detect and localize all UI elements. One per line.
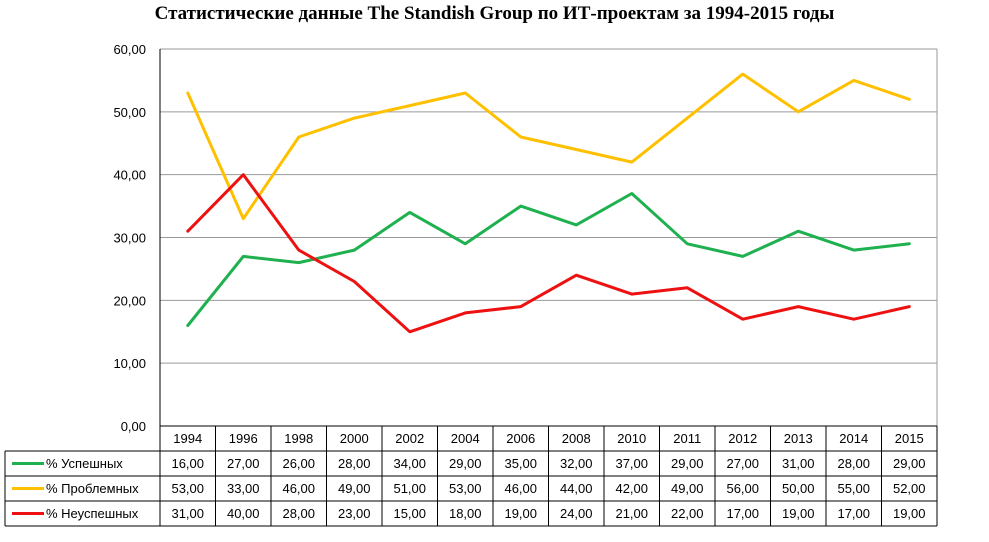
x-tick-label: 2015 <box>895 431 924 446</box>
data-table-cell: 17,00 <box>837 506 870 521</box>
data-table-cell: 23,00 <box>338 506 371 521</box>
data-table-cell: 44,00 <box>560 481 593 496</box>
x-tick-label: 2011 <box>673 431 701 446</box>
data-table-cell: 18,00 <box>449 506 482 521</box>
x-tick-label: 1998 <box>284 431 313 446</box>
data-table-cell: 53,00 <box>171 481 204 496</box>
data-table-cell: 46,00 <box>282 481 315 496</box>
y-tick-label: 0,00 <box>121 419 146 434</box>
data-table-cell: 34,00 <box>393 456 426 471</box>
x-tick-label: 2012 <box>728 431 757 446</box>
x-tick-label: 2002 <box>395 431 424 446</box>
y-tick-label: 50,00 <box>113 105 146 120</box>
chart-title: Статистические данные The Standish Group… <box>154 3 835 24</box>
data-table-cell: 51,00 <box>393 481 426 496</box>
data-table-cell: 42,00 <box>615 481 648 496</box>
legend-label: % Успешных <box>46 456 123 471</box>
legend-label: % Проблемных <box>46 481 139 496</box>
data-table-cell: 15,00 <box>393 506 426 521</box>
data-table-cell: 26,00 <box>282 456 315 471</box>
data-table-cell: 27,00 <box>726 456 759 471</box>
data-table-cell: 19,00 <box>893 506 926 521</box>
data-table-cell: 29,00 <box>671 456 704 471</box>
series-line <box>186 192 911 327</box>
y-tick-label: 20,00 <box>113 293 146 308</box>
x-tick-label: 2000 <box>340 431 369 446</box>
data-table-cell: 17,00 <box>726 506 759 521</box>
data-table-cell: 19,00 <box>504 506 537 521</box>
x-tick-label: 1996 <box>229 431 258 446</box>
x-tick-label: 2004 <box>451 431 480 446</box>
data-table-cell: 50,00 <box>782 481 815 496</box>
data-table-cell: 19,00 <box>782 506 815 521</box>
data-table-cell: 24,00 <box>560 506 593 521</box>
data-table-cell: 32,00 <box>560 456 593 471</box>
data-table-cell: 27,00 <box>227 456 260 471</box>
series-line <box>186 173 911 334</box>
x-tick-label: 2010 <box>617 431 646 446</box>
x-tick-label: 2008 <box>562 431 591 446</box>
x-tick-label: 2014 <box>839 431 868 446</box>
data-table-cell: 33,00 <box>227 481 260 496</box>
data-table-cell: 49,00 <box>671 481 704 496</box>
data-table-cell: 35,00 <box>504 456 537 471</box>
series-line <box>186 72 911 221</box>
data-table-cell: 21,00 <box>615 506 648 521</box>
x-tick-label: 2013 <box>784 431 813 446</box>
data-table-cell: 29,00 <box>449 456 482 471</box>
data-table-cell: 56,00 <box>726 481 759 496</box>
data-table-cell: 28,00 <box>837 456 870 471</box>
y-tick-label: 60,00 <box>113 42 146 57</box>
x-tick-label: 2006 <box>506 431 535 446</box>
data-table-cell: 53,00 <box>449 481 482 496</box>
data-table-cell: 16,00 <box>171 456 204 471</box>
y-tick-label: 40,00 <box>113 168 146 183</box>
data-table-cell: 40,00 <box>227 506 260 521</box>
data-table-cell: 49,00 <box>338 481 371 496</box>
y-tick-label: 10,00 <box>113 356 146 371</box>
data-table-cell: 52,00 <box>893 481 926 496</box>
data-table-cell: 37,00 <box>615 456 648 471</box>
data-table-cell: 28,00 <box>282 506 315 521</box>
data-table-cell: 31,00 <box>171 506 204 521</box>
y-tick-label: 30,00 <box>113 231 146 246</box>
data-table-cell: 29,00 <box>893 456 926 471</box>
data-table-cell: 46,00 <box>504 481 537 496</box>
x-tick-label: 1994 <box>173 431 202 446</box>
data-table-cell: 22,00 <box>671 506 704 521</box>
data-table-cell: 28,00 <box>338 456 371 471</box>
legend-label: % Неуспешных <box>46 506 139 521</box>
data-table-cell: 55,00 <box>837 481 870 496</box>
data-table-cell: 31,00 <box>782 456 815 471</box>
